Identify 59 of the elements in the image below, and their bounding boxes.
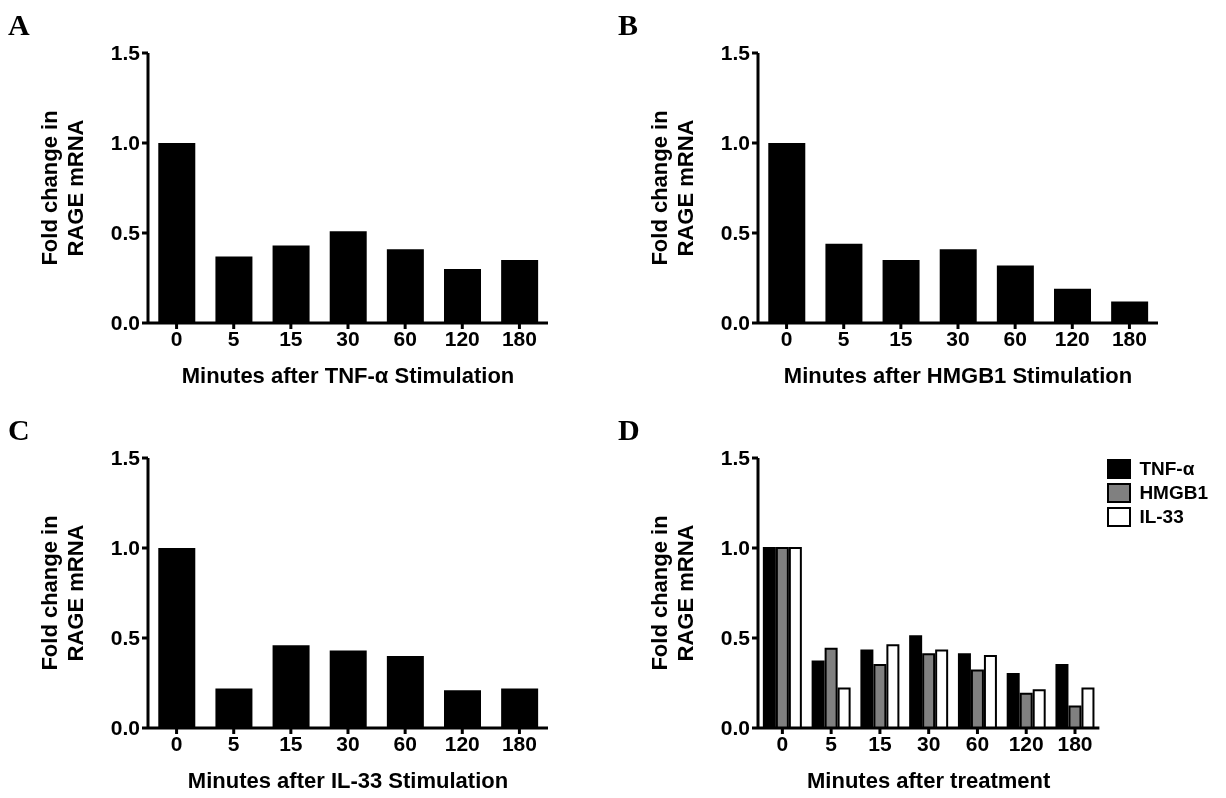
x-axis-title: Minutes after HMGB1 Stimulation	[783, 363, 1133, 388]
x-tick-label: 0	[170, 731, 183, 755]
y-tick-label: 1.5	[720, 446, 751, 470]
y-tick-label: 0.0	[720, 716, 750, 740]
x-axis-title: Minutes after IL-33 Stimulation	[187, 768, 509, 793]
chart-title: A	[8, 8, 30, 42]
legend-label: IL-33	[1139, 506, 1184, 528]
chart-title: C	[8, 413, 30, 447]
x-tick-label: 180	[1111, 326, 1147, 350]
x-tick-label: 60	[393, 326, 417, 350]
y-tick-label: 0.5	[720, 221, 751, 245]
x-tick-label: 15	[279, 731, 303, 755]
x-tick-label: 120	[1008, 731, 1044, 755]
chart-title: D	[618, 413, 640, 447]
x-tick-label: 30	[336, 326, 360, 350]
y-tick-label: 0.0	[720, 311, 750, 335]
y-tick-label: 0.0	[110, 716, 140, 740]
y-tick-label: 0.5	[110, 626, 141, 650]
legend-label: TNF-α	[1139, 458, 1195, 480]
x-tick-label: 15	[889, 326, 913, 350]
x-tick-label: 120	[444, 731, 480, 755]
x-tick-label: 0	[776, 731, 789, 755]
y-axis-title: Fold change in RAGE mRNA	[37, 515, 88, 671]
y-tick-label: 1.5	[720, 41, 751, 65]
x-tick-label: 0	[780, 326, 793, 350]
x-tick-label: 30	[917, 731, 941, 755]
x-tick-label: 15	[868, 731, 892, 755]
x-axis-title: Minutes after treatment	[807, 768, 1051, 793]
x-tick-label: 180	[501, 326, 537, 350]
x-tick-label: 180	[501, 731, 537, 755]
y-axis-title: Fold change in RAGE mRNA	[647, 515, 698, 671]
y-tick-label: 0.0	[110, 311, 140, 335]
y-axis-title: Fold change in RAGE mRNA	[647, 110, 698, 266]
x-tick-label: 60	[965, 731, 990, 755]
y-tick-label: 0.5	[720, 626, 751, 650]
x-tick-label: 30	[946, 326, 970, 350]
x-tick-label: 5	[227, 731, 240, 755]
x-tick-label: 60	[1003, 326, 1027, 350]
x-tick-label: 5	[825, 731, 838, 755]
x-tick-label: 0	[170, 326, 183, 350]
y-tick-label: 1.0	[110, 536, 140, 560]
chart-title: B	[618, 8, 639, 42]
y-tick-label: 1.5	[110, 446, 141, 470]
y-tick-label: 0.5	[110, 221, 141, 245]
x-tick-label: 60	[393, 731, 417, 755]
y-tick-label: 1.0	[720, 536, 750, 560]
x-tick-label: 120	[1054, 326, 1090, 350]
legend-label: HMGB1	[1139, 482, 1208, 504]
x-tick-label: 120	[444, 326, 480, 350]
x-tick-label: 30	[336, 731, 360, 755]
y-axis-title: Fold change in RAGE mRNA	[37, 110, 88, 266]
x-tick-label: 180	[1057, 731, 1093, 755]
x-axis-title: Minutes after TNF-α Stimulation	[181, 363, 515, 388]
y-tick-label: 1.5	[110, 41, 141, 65]
x-tick-label: 5	[837, 326, 850, 350]
y-tick-label: 1.0	[110, 131, 140, 155]
x-tick-label: 15	[279, 326, 303, 350]
x-tick-label: 5	[227, 326, 240, 350]
y-tick-label: 1.0	[720, 131, 750, 155]
